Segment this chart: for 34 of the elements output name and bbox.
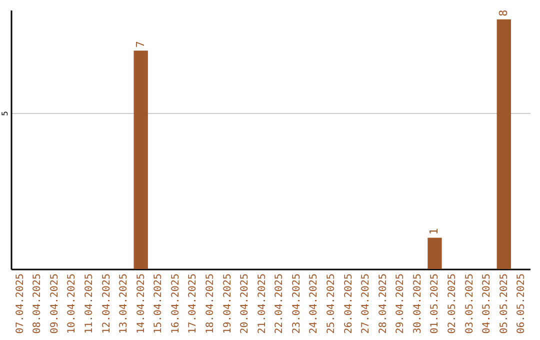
x-tick-label: 27.04.2025 — [360, 274, 372, 334]
x-tick-label: 06.05.2025 — [516, 274, 528, 334]
x-tick-label: 02.05.2025 — [447, 274, 458, 334]
y-tick-label: 5 — [0, 110, 10, 116]
data-label: 8 — [496, 10, 510, 16]
x-tick-label: 05.05.2025 — [498, 274, 510, 334]
x-tick-label: 22.04.2025 — [274, 274, 286, 334]
x-tick-label: 07.04.2025 — [14, 274, 26, 334]
x-tick-label: 12.04.2025 — [101, 274, 112, 334]
x-tick-label: 30.04.2025 — [412, 274, 424, 334]
x-tick-label: 14.04.2025 — [136, 274, 147, 334]
x-tick-label: 18.04.2025 — [204, 274, 216, 334]
x-tick-label: 04.05.2025 — [482, 274, 493, 334]
x-tick-label: 20.04.2025 — [240, 274, 251, 334]
x-tick-label: 10.04.2025 — [66, 274, 78, 334]
x-tick-label: 15.04.2025 — [153, 274, 164, 334]
x-tick-label: 13.04.2025 — [118, 274, 130, 334]
x-tick-label: 26.04.2025 — [343, 274, 354, 334]
x-tick-label: 19.04.2025 — [222, 274, 234, 334]
x-tick-label: 29.04.2025 — [395, 274, 406, 334]
x-tick-label: 17.04.2025 — [188, 274, 199, 334]
x-tick-label: 25.04.2025 — [326, 274, 338, 334]
x-tick-label: 21.04.2025 — [256, 274, 268, 334]
x-tick-label: 03.05.2025 — [464, 274, 476, 334]
data-label: 1 — [428, 228, 441, 235]
data-label: 7 — [134, 40, 147, 48]
x-tick-label: 09.04.2025 — [49, 274, 60, 334]
x-tick-label: 23.04.2025 — [291, 274, 302, 334]
x-tick-label: 08.04.2025 — [32, 274, 44, 334]
x-tick-label: 16.04.2025 — [170, 274, 182, 334]
x-tick-label: 01.05.2025 — [430, 274, 441, 334]
x-tick-label: 24.04.2025 — [308, 274, 320, 334]
x-tick-label: 28.04.2025 — [378, 274, 389, 334]
x-tick-label: 11.04.2025 — [84, 274, 95, 334]
